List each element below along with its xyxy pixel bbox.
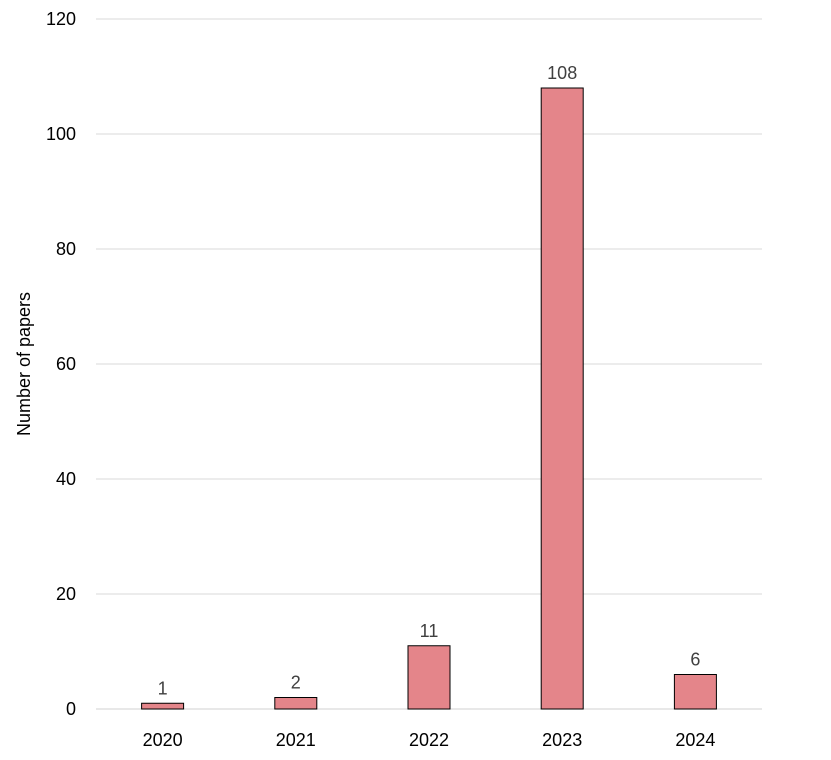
y-tick-label-100: 100 [46,124,76,144]
y-tick-label-40: 40 [56,469,76,489]
bar-2021 [274,697,318,710]
y-tick-label-0: 0 [66,699,76,719]
data-labels: 1 2 11 108 6 [158,63,701,698]
y-tick-label-60: 60 [56,354,76,374]
y-tick-label-20: 20 [56,584,76,604]
x-tick-label-2023: 2023 [542,730,582,750]
x-tick-label-2020: 2020 [143,730,183,750]
data-label-2024: 6 [690,650,700,670]
gridlines [96,18,762,710]
y-tick-label-80: 80 [56,239,76,259]
bar-2022 [407,645,451,710]
bar-2023 [540,87,584,710]
x-tick-label-2024: 2024 [675,730,715,750]
x-axis-ticks: 2020 2021 2022 2023 2024 [143,730,716,750]
data-label-2020: 1 [158,678,168,698]
bars [141,87,717,710]
x-tick-label-2021: 2021 [276,730,316,750]
y-axis-ticks: 0 20 40 60 80 100 120 [46,9,76,719]
data-label-2021: 2 [291,673,301,693]
y-tick-label-120: 120 [46,9,76,29]
data-label-2022: 11 [420,621,439,641]
y-axis-title: Number of papers [14,292,34,436]
bar-2024 [673,674,717,710]
x-tick-label-2022: 2022 [409,730,449,750]
data-label-2023: 108 [547,63,577,83]
bar-2020 [141,702,185,710]
